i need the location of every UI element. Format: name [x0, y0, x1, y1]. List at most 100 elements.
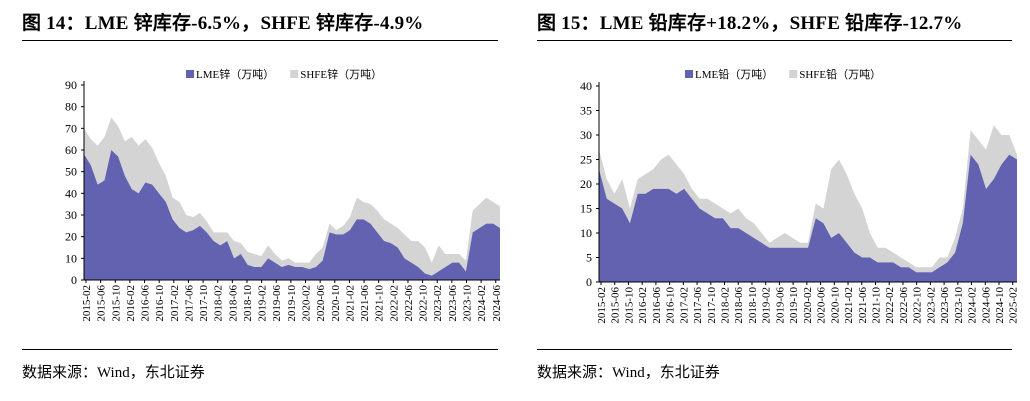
chart-panel-zinc: 图 14：LME 锌库存-6.5%，SHFE 锌库存-4.9% LME锌（万吨）… [22, 13, 503, 381]
x-tick-label: 2019-06 [774, 287, 786, 324]
y-tick-label: 40 [580, 79, 592, 93]
x-tick-label: 2020-02 [802, 287, 814, 324]
y-tick-label: 90 [65, 78, 77, 92]
x-tick-label: 2018-02 [720, 287, 732, 324]
x-tick-label: 2016-10 [154, 285, 166, 322]
x-tick-label: 2018-06 [733, 287, 745, 324]
legend-swatch [789, 70, 798, 78]
x-tick-label: 2016-10 [665, 287, 677, 324]
x-tick-label: 2024-02 [476, 285, 488, 322]
figure-title: 图 15：LME 铅库存+18.2%，SHFE 铅库存-12.7% [537, 13, 963, 34]
x-tick-label: 2023-06 [939, 287, 951, 324]
area-series-lme [84, 150, 500, 280]
y-tick-label: 0 [586, 275, 592, 289]
legend-item: LME锌（万吨） [186, 67, 274, 81]
x-tick-label: 2022-02 [388, 285, 400, 322]
y-tick-label: 5 [586, 251, 592, 265]
x-tick-label: 2018-06 [227, 285, 239, 322]
x-tick-label: 2022-06 [403, 285, 415, 322]
y-tick-label: 35 [580, 104, 592, 118]
x-tick-label: 2017-06 [183, 285, 195, 322]
x-tick-label: 2017-10 [706, 287, 718, 324]
x-tick-label: 2024-10 [994, 287, 1006, 324]
x-tick-label: 2023-06 [447, 285, 459, 322]
x-tick-label: 2015-02 [596, 287, 608, 324]
x-tick-label: 2017-06 [692, 287, 704, 324]
x-tick-label: 2017-10 [198, 285, 210, 322]
y-tick-label: 20 [580, 177, 592, 191]
data-source: 数据来源：Wind，东北证券 [537, 365, 720, 381]
x-tick-label: 2018-02 [213, 285, 225, 322]
y-tick-label: 0 [71, 273, 77, 287]
x-tick-label: 2022-10 [418, 285, 430, 322]
y-tick-label: 80 [65, 100, 77, 114]
legend-item: LME铅（万吨） [685, 67, 773, 81]
x-tick-label: 2023-10 [461, 285, 473, 322]
lead-inventory-chart: LME铅（万吨） SHFE铅（万吨） 0 5 10 15 20 25 30 35 40 2015-02… [580, 67, 1020, 324]
area-series-lme [599, 154, 1017, 282]
title-rule [537, 40, 1012, 41]
legend-item: SHFE锌（万吨） [290, 67, 382, 81]
x-tick-label: 2022-02 [884, 287, 896, 324]
area-series-shfe [599, 125, 1017, 273]
y-tick-label: 40 [65, 186, 77, 200]
legend-label: LME铅（万吨） [695, 67, 773, 81]
x-tick-label: 2021-02 [344, 285, 356, 322]
x-tick-label: 2023-10 [953, 287, 965, 324]
y-tick-label: 50 [65, 165, 77, 179]
x-tick-label: 2016-02 [637, 287, 649, 324]
x-tick-label: 2018-10 [747, 287, 759, 324]
data-source: 数据来源：Wind，东北证券 [22, 365, 205, 381]
y-tick-label: 10 [580, 226, 592, 240]
x-tick-label: 2018-10 [242, 285, 254, 322]
x-tick-label: 2021-10 [870, 287, 882, 324]
x-tick-label: 2016-06 [140, 285, 152, 322]
legend-swatch [186, 70, 194, 78]
title-rule [22, 40, 498, 41]
x-tick-label: 2020-02 [301, 285, 313, 322]
x-tick-label: 2024-06 [980, 287, 992, 324]
legend-label: LME锌（万吨） [196, 67, 274, 81]
x-tick-label: 2015-06 [96, 285, 108, 322]
legend-swatch [290, 70, 299, 78]
x-tick-label: 2021-06 [359, 285, 371, 322]
x-tick-label: 2019-10 [788, 287, 800, 324]
legend-label: SHFE铅（万吨） [799, 67, 881, 81]
x-tick-label: 2023-02 [432, 285, 444, 322]
area-series-shfe [84, 117, 500, 276]
x-tick-label: 2015-02 [81, 285, 93, 322]
y-tick-label: 30 [580, 128, 592, 142]
y-tick-label: 60 [65, 143, 77, 157]
x-tick-label: 2016-02 [125, 285, 137, 322]
x-tick-label: 2017-02 [678, 287, 690, 324]
y-tick-label: 15 [580, 202, 592, 216]
legend-label: SHFE锌（万吨） [300, 67, 382, 81]
x-tick-label: 2019-10 [286, 285, 298, 322]
legend-swatch [685, 70, 693, 78]
x-tick-label: 2024-06 [491, 285, 503, 322]
x-tick-label: 2015-10 [623, 287, 635, 324]
x-tick-label: 2020-10 [829, 287, 841, 324]
x-tick-label: 2015-06 [610, 287, 622, 324]
source-rule [22, 349, 498, 350]
y-tick-label: 10 [65, 251, 77, 265]
x-tick-label: 2024-02 [967, 287, 979, 324]
legend-item: SHFE铅（万吨） [789, 67, 881, 81]
y-tick-label: 30 [65, 208, 77, 222]
x-tick-label: 2021-06 [857, 287, 869, 324]
x-tick-label: 2020-06 [816, 287, 828, 324]
x-tick-label: 2020-10 [330, 285, 342, 322]
x-tick-label: 2020-06 [315, 285, 327, 322]
chart-panel-lead: 图 15：LME 铅库存+18.2%，SHFE 铅库存-12.7% LME铅（万… [515, 0, 1030, 401]
figure-title: 图 14：LME 锌库存-6.5%，SHFE 锌库存-4.9% [22, 13, 424, 34]
x-tick-label: 2022-06 [898, 287, 910, 324]
x-tick-label: 2023-02 [925, 287, 937, 324]
x-tick-label: 2022-10 [912, 287, 924, 324]
y-tick-label: 70 [65, 121, 77, 135]
x-tick-label: 2019-06 [271, 285, 283, 322]
legend: LME锌（万吨） SHFE锌（万吨） [186, 67, 382, 81]
x-tick-label: 2021-02 [843, 287, 855, 324]
x-tick-label: 2021-10 [374, 285, 386, 322]
x-tick-label: 2019-02 [761, 287, 773, 324]
y-tick-label: 25 [580, 153, 592, 167]
